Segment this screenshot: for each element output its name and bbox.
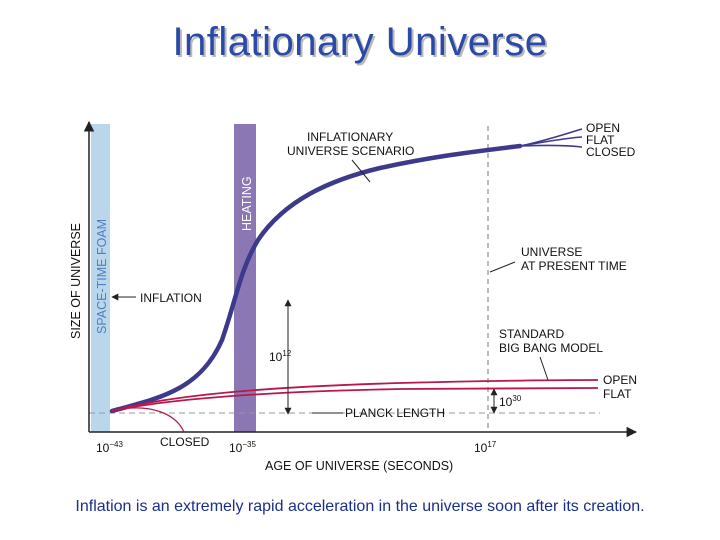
bigbang-leader [539,356,549,381]
inflation-label: INFLATION [140,291,202,305]
heating-label: HEATING [240,176,254,231]
bigbang-label-2: BIG BANG MODEL [499,341,603,355]
x-axis-label: AGE OF UNIVERSE (SECONDS) [265,459,453,473]
inflation-flat-label: FLAT [586,133,615,147]
inflation-open-label: OPEN [586,121,620,135]
tick-label-1e-35: 10−35 [229,440,256,455]
inflation-closed-label: CLOSED [586,145,636,159]
space-time-foam-label: SPACE-TIME FOAM [95,219,109,334]
closed-label: CLOSED [160,435,210,449]
bigbang-flat-label: FLAT [603,387,632,401]
big-bang-curve-open [111,379,599,412]
scenario-label-1: INFLATIONARY [307,130,393,144]
ratio-1012-label: 1012 [269,349,292,364]
bigbang-open-label: OPEN [603,373,637,387]
present-label-2: AT PRESENT TIME [521,259,627,273]
bigbang-label-1: STANDARD [499,327,564,341]
inflationary-curve [109,143,523,414]
big-bang-curve-flat [111,387,599,412]
inflationary-branch-closed [519,144,583,148]
heating-band [234,124,256,432]
scenario-leader [351,159,371,183]
space-time-foam-band [91,124,110,432]
scenario-label-2: UNIVERSE SCENARIO [287,144,414,158]
ratio-1030-label: 1030 [499,394,522,409]
y-axis-label: SIZE OF UNIVERSE [69,223,83,339]
tick-label-1e17: 1017 [474,440,497,455]
present-label-1: UNIVERSE [521,245,582,259]
planck-length-label: PLANCK LENGTH [345,406,445,420]
tick-label-1e-43: 10−43 [96,440,123,455]
slide-title: Inflationary Universe [172,20,548,64]
slide-caption: Inflation is an extremely rapid accelera… [75,498,645,515]
present-leader [489,261,516,273]
big-bang-curve-closed [111,407,185,433]
